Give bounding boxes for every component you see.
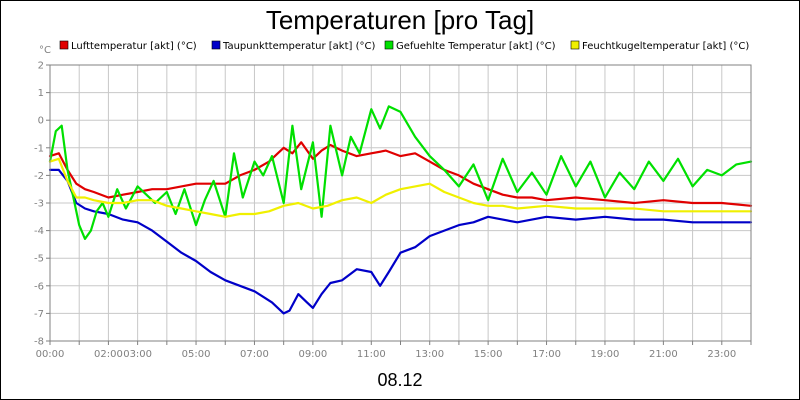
y-unit-label: °C	[39, 45, 51, 56]
x-tick-label: 19:00	[591, 349, 620, 360]
legend-swatch	[211, 40, 221, 50]
legend-swatch	[59, 40, 69, 50]
x-tick-label: 23:00	[707, 349, 736, 360]
date-label: 08.12	[377, 370, 422, 390]
series-line-2	[48, 168, 753, 315]
x-tick-label: 15:00	[474, 349, 503, 360]
x-tick-label: 13:00	[415, 349, 444, 360]
series-layer	[48, 105, 753, 315]
x-axis-ticks: 00:00 02:00 03:00 05:00 07:00 09:00 11:00 13:00…	[36, 341, 752, 360]
x-tick-label: 17:00	[532, 349, 561, 360]
y-tick-label: 2	[38, 61, 44, 72]
y-tick-label: -8	[34, 337, 44, 348]
x-tick-label: 07:00	[240, 349, 269, 360]
chart-title: Temperaturen [pro Tag]	[266, 5, 534, 35]
series-line-3	[48, 105, 753, 240]
y-tick-label: -4	[34, 226, 44, 237]
series-line-1	[48, 141, 753, 207]
plot-area	[49, 64, 752, 342]
y-tick-label: -6	[34, 281, 44, 292]
y-tick-label: -7	[34, 309, 44, 320]
legend-label: Taupunkttemperatur [akt] (°C)	[222, 41, 375, 52]
legend-label: Gefuehlte Temperatur [akt] (°C)	[396, 41, 556, 52]
x-tick-label: 11:00	[357, 349, 386, 360]
legend: Lufttemperatur [akt] (°C) Taupunkttempera…	[59, 40, 749, 52]
legend-swatch	[384, 40, 394, 50]
x-tick-label: 00:00	[36, 349, 65, 360]
x-tick-label: 21:00	[649, 349, 678, 360]
y-tick-label: -1	[34, 143, 44, 154]
x-tick-label: 03:00	[123, 349, 152, 360]
legend-label: Lufttemperatur [akt] (°C)	[71, 41, 197, 52]
y-tick-label: -2	[34, 171, 44, 182]
legend-label: Feuchtkugeltemperatur [akt] (°C)	[582, 41, 749, 52]
y-tick-label: -5	[34, 254, 44, 265]
y-tick-label: 1	[38, 88, 44, 99]
x-tick-label: 09:00	[298, 349, 327, 360]
y-axis-ticks: 2 1 0 -1 -2 -3 -4 -5 -6 -7 -8	[34, 61, 50, 348]
y-tick-label: -3	[34, 199, 44, 210]
x-tick-label: 05:00	[182, 349, 211, 360]
series-line-4	[48, 157, 753, 218]
x-tick-label: 02:00	[94, 349, 123, 360]
legend-swatch	[570, 40, 580, 50]
y-tick-label: 0	[38, 116, 44, 127]
